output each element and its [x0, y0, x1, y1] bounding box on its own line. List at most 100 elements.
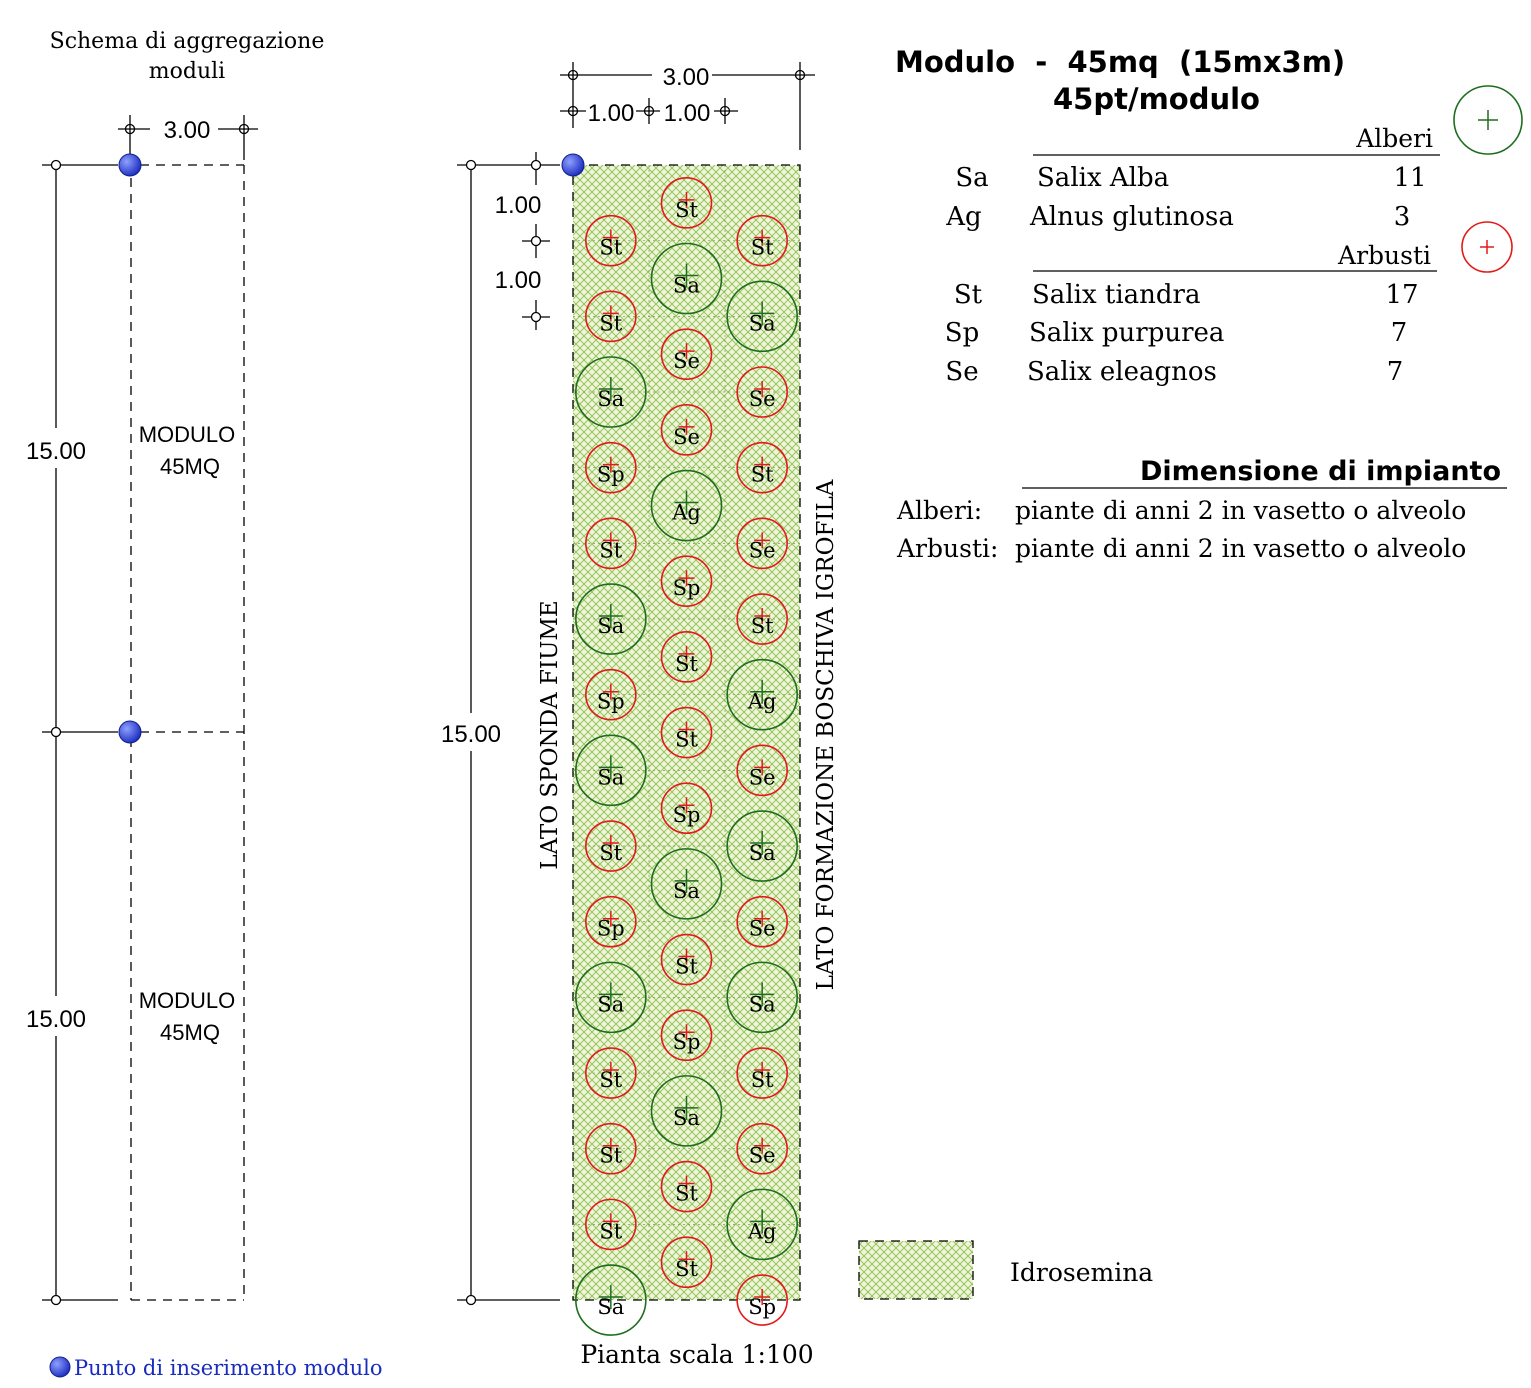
plant-code-label: St	[675, 1257, 698, 1281]
shrub-code: Sp	[945, 318, 979, 348]
tree-icon	[1453, 85, 1523, 155]
plant-code-label: St	[675, 652, 698, 676]
tree-symbol: Ag	[726, 1188, 798, 1261]
plant-code-label: Se	[749, 765, 776, 789]
module-label-line2: 45MQ	[160, 454, 220, 479]
plant-code-label: Sp	[748, 1295, 776, 1319]
plant-code-label: St	[675, 198, 698, 222]
plant-code-label: Sa	[597, 992, 624, 1016]
plant-code-label: Sa	[749, 311, 776, 335]
planting-grid	[648, 165, 726, 1300]
plant-code-label: St	[599, 1219, 622, 1243]
shrub-symbol: St	[660, 1160, 713, 1213]
plant-code-label: St	[751, 1068, 774, 1092]
module-title: Modulo - 45mq (15mx3m)	[895, 45, 1345, 79]
tree-name: Salix Alba	[1037, 163, 1169, 193]
plan-dim-row1: 1.00	[495, 192, 542, 219]
dimension-label: Arbusti:	[896, 534, 998, 563]
plant-code-label: Ag	[747, 1219, 777, 1243]
plant-code-label: Sp	[673, 803, 701, 827]
shrub-symbol: Sp	[736, 1274, 788, 1326]
tree-symbol: Sa	[575, 356, 647, 428]
shrub-symbol: St	[736, 1047, 788, 1099]
shrub-symbol: St	[660, 706, 713, 759]
tree-symbol: Sa	[575, 961, 647, 1034]
shrub-symbol: Se	[736, 1122, 788, 1175]
tree-symbol: Sa	[650, 1075, 723, 1147]
plant-code-label: St	[751, 614, 774, 638]
tree-symbol: Sa	[650, 242, 723, 315]
shrub-symbol: Se	[736, 895, 788, 948]
trees-header: Alberi	[1355, 124, 1433, 153]
plant-code-label: Sp	[597, 690, 625, 714]
shrub-count: 7	[1387, 357, 1404, 387]
dimension-title: Dimensione di impianto	[1140, 456, 1501, 487]
dimension-text: piante di anni 2 in vasetto o alveolo	[1015, 534, 1466, 563]
shrub-name: Salix tiandra	[1032, 280, 1200, 310]
tree-symbol: Ag	[726, 658, 798, 731]
plan-dim-row2: 1.00	[495, 267, 542, 294]
module-info: Modulo - 45mq (15mx3m) 45pt/modulo Alber…	[858, 45, 1523, 1300]
shrub-symbol: Sp	[660, 1009, 713, 1062]
plant-code-label: St	[599, 538, 622, 562]
plant-code-label: Sa	[673, 879, 700, 903]
aggregation-module-dim-1: 15.00	[26, 438, 86, 465]
aggregation-scheme: Schema di aggregazione moduli 3.00 15.00…	[20, 29, 382, 1380]
side-label-forest: LATO FORMAZIONE BOSCHIVA IGROFILA	[813, 479, 839, 990]
plant-code-label: St	[751, 236, 774, 260]
aggregation-title-line2: moduli	[149, 59, 225, 84]
shrub-code: Se	[945, 357, 978, 387]
tree-symbol: Sa	[726, 961, 798, 1034]
shrub-symbol: Se	[736, 366, 788, 418]
plan-dim-col1: 1.00	[588, 100, 635, 127]
shrub-symbol: Sp	[660, 555, 713, 607]
plant-code-label: Sa	[749, 992, 776, 1016]
side-label-river: LATO SPONDA FIUME	[537, 600, 563, 869]
insertion-point-marker	[561, 153, 585, 177]
plant-code-label: Sa	[597, 387, 624, 411]
plant-code-label: Sa	[597, 1295, 624, 1319]
dimension-label: Alberi:	[896, 496, 982, 525]
shrub-symbol: St	[736, 441, 788, 494]
plant-code-label: Se	[749, 1144, 776, 1168]
tree-symbol: Sa	[726, 810, 798, 882]
shrub-symbol: St	[585, 517, 637, 570]
aggregation-module-dim-2: 15.00	[26, 1006, 86, 1033]
shrub-symbol: Se	[736, 744, 788, 797]
shrubs-header: Arbusti	[1337, 241, 1431, 270]
module-plan: 3.00 1.00 1.00 15.00 1.00 1.00	[430, 62, 839, 1369]
plant-code-label: Sa	[597, 765, 624, 789]
module-label-line1: MODULO	[139, 422, 236, 447]
module-label-line1: MODULO	[139, 988, 236, 1013]
plant-code-label: St	[675, 955, 698, 979]
shrub-count: 7	[1391, 318, 1408, 348]
shrub-symbol: St	[660, 1236, 713, 1289]
plant-code-label: St	[599, 311, 622, 335]
plan-dim-total: 3.00	[663, 64, 710, 91]
dimension-text: piante di anni 2 in vasetto o alveolo	[1015, 496, 1466, 525]
aggregation-width-dim: 3.00	[164, 117, 211, 144]
shrub-symbol: St	[585, 820, 637, 872]
tree-count: 11	[1393, 163, 1426, 193]
plants-layer: St St St Sa St Sa Se Sa Se Se Sp St Ag St Se Sp Sa St St Sp…	[575, 177, 798, 1336]
insertion-point-marker	[118, 153, 142, 177]
shrub-symbol: St	[585, 1047, 637, 1099]
plant-code-label: Sa	[673, 1106, 700, 1130]
insertion-point-marker	[118, 720, 142, 744]
shrub-symbol: Se	[736, 517, 788, 570]
plant-code-label: Sa	[749, 841, 776, 865]
shrub-code: St	[954, 280, 983, 310]
plant-code-label: Ag	[747, 690, 777, 714]
shrub-count: 17	[1385, 280, 1418, 310]
plan-caption: Pianta scala 1:100	[580, 1340, 813, 1369]
plant-code-label: St	[675, 728, 698, 752]
plant-code-label: Sp	[597, 463, 625, 487]
shrub-symbol: Sp	[585, 895, 637, 948]
shrub-symbol: St	[736, 593, 788, 645]
tree-code: Sa	[955, 163, 988, 193]
aggregation-title-line1: Schema di aggregazione	[50, 29, 325, 54]
plant-code-label: Se	[673, 425, 700, 449]
plant-code-label: St	[675, 1182, 698, 1206]
plant-code-label: Sp	[673, 576, 701, 600]
